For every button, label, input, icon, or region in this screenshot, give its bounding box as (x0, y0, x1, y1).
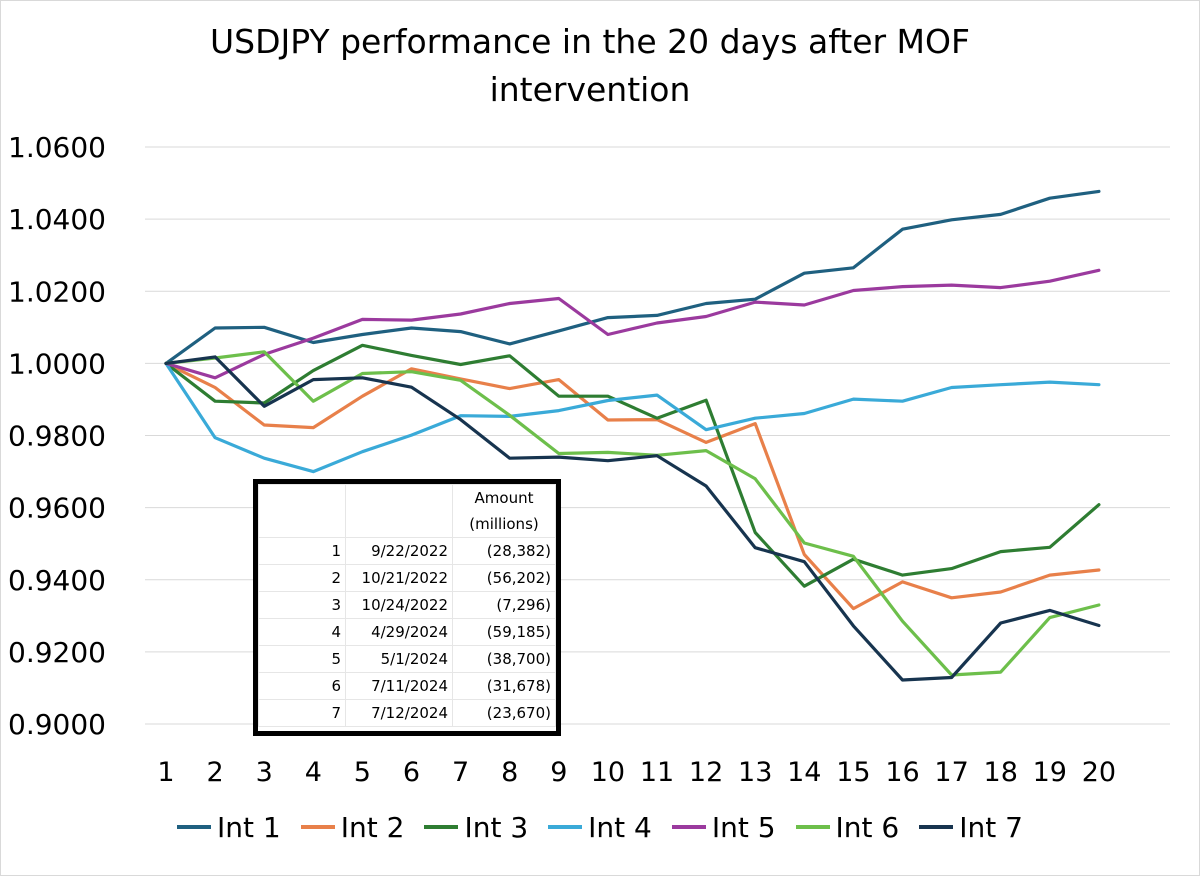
table-cell-index: 1 (258, 537, 346, 565)
x-tick-label: 16 (885, 757, 919, 788)
legend-item-int-6: Int 6 (795, 810, 900, 844)
table-cell-index: 2 (258, 564, 346, 592)
table-cell-amount: (28,382) (452, 537, 556, 565)
table-cell-amount: (56,202) (452, 564, 556, 592)
table-row: 4 4/29/2024 (59,185) (258, 618, 556, 646)
x-tick-label: 9 (550, 757, 567, 788)
x-tick-label: 3 (256, 757, 273, 788)
x-tick-label: 11 (640, 757, 674, 788)
series-line-int-6 (164, 350, 1101, 677)
x-tick-label: 2 (207, 757, 224, 788)
legend-item-int-4: Int 4 (548, 811, 652, 844)
table-cell-amount: (59,185) (452, 618, 556, 646)
x-tick-label: 1 (157, 757, 174, 788)
table-cell-index: 4 (258, 618, 346, 646)
series-line-int-1 (164, 189, 1101, 365)
legend-swatch (177, 825, 212, 829)
legend-label: Int 1 (217, 810, 281, 844)
table-header-cell (345, 484, 453, 538)
legend-item-int-5: Int 5 (671, 810, 776, 844)
table-cell-date: 4/29/2024 (345, 618, 453, 646)
table-cell-index: 7 (258, 699, 346, 727)
y-tick-label: 0.9200 (8, 636, 106, 669)
y-tick-label: 1.0600 (8, 131, 106, 164)
table-row: 3 10/24/2022 (7,296) (258, 591, 556, 619)
legend-label: Int 5 (711, 810, 776, 844)
series-line-int-2 (164, 361, 1101, 611)
legend-swatch (795, 825, 830, 829)
y-tick-label: 0.9600 (8, 492, 106, 525)
table-cell-date: 7/11/2024 (345, 672, 453, 700)
table-cell-date: 10/24/2022 (345, 591, 453, 619)
table-row: 7 7/12/2024 (23,670) (258, 699, 556, 727)
table-cell-index: 5 (258, 645, 346, 673)
legend-label: Int 6 (835, 810, 900, 844)
table-body: 1 9/22/2022 (28,382) 2 10/21/2022 (56,202) 3 10… (258, 537, 556, 727)
legend-item-int-3: Int 3 (424, 811, 528, 844)
legend-label: Int 7 (959, 810, 1023, 844)
table-row: 1 9/22/2022 (28,382) (258, 537, 556, 565)
x-tick-label: 4 (305, 757, 322, 788)
x-tick-label: 8 (501, 757, 518, 788)
y-tick-label: 0.9400 (8, 564, 106, 597)
x-tick-label: 14 (787, 757, 821, 788)
intervention-amount-table: Amount (millions) 1 9/22/2022 (28,382) 2 10/… (253, 479, 561, 736)
legend-label: Int 3 (464, 810, 529, 844)
x-tick-label: 5 (354, 757, 371, 788)
x-tick-label: 12 (689, 757, 723, 788)
legend-swatch (300, 825, 335, 829)
table-cell-date: 10/21/2022 (345, 564, 453, 592)
series-line-int-4 (164, 361, 1101, 474)
y-tick-label: 1.0200 (8, 275, 106, 308)
table-cell-amount: (23,670) (452, 699, 556, 727)
x-tick-label: 10 (591, 757, 625, 788)
table-cell-index: 3 (258, 591, 346, 619)
legend-label: Int 4 (588, 810, 652, 844)
amount-table: Amount (millions) 1 9/22/2022 (28,382) 2 10/… (258, 484, 556, 727)
x-tick-label: 7 (452, 757, 469, 788)
y-axis: 0.9000 0.9200 0.9400 0.9600 0.9800 1.0000 1.02… (8, 131, 106, 741)
x-tick-label: 18 (984, 757, 1018, 788)
legend-swatch (919, 825, 954, 829)
chart-title: USDJPY performance in the 20 days after … (210, 22, 970, 109)
legend-swatch (548, 825, 583, 829)
x-tick-label: 13 (738, 757, 772, 788)
table-cell-index: 6 (258, 672, 346, 700)
table-row: 2 10/21/2022 (56,202) (258, 564, 556, 592)
legend: Int 1 Int 2 Int 3 Int 4 Int 5 Int 6 Int 7 (0, 805, 1200, 849)
legend-item-int-1: Int 1 (177, 811, 281, 844)
x-axis: 1 2 3 4 5 6 7 8 9 10 11 12 13 14 15 16 17 18 19 20 (157, 757, 1116, 788)
x-tick-label: 19 (1033, 757, 1067, 788)
table-header-row: Amount (millions) (258, 484, 556, 538)
table-cell-date: 5/1/2024 (345, 645, 453, 673)
table-row: 6 7/11/2024 (31,678) (258, 672, 556, 700)
legend-swatch (424, 825, 459, 829)
y-tick-label: 1.0400 (8, 203, 106, 236)
x-tick-label: 6 (403, 757, 420, 788)
x-tick-label: 17 (934, 757, 968, 788)
series-line-int-7 (164, 355, 1101, 682)
y-tick-label: 1.0000 (8, 347, 106, 380)
table-cell-amount: (31,678) (452, 672, 556, 700)
table-header-amount: Amount (millions) (452, 484, 556, 538)
table-cell-amount: (7,296) (452, 591, 556, 619)
legend-swatch (671, 825, 706, 829)
legend-item-int-7: Int 7 (919, 811, 1023, 844)
series-line-int-3 (164, 343, 1101, 588)
y-tick-label: 0.9800 (8, 420, 106, 453)
table-cell-amount: (38,700) (452, 645, 556, 673)
x-tick-label: 15 (836, 757, 870, 788)
table-cell-date: 7/12/2024 (345, 699, 453, 727)
legend-item-int-2: Int 2 (300, 810, 405, 844)
legend-label: Int 2 (340, 810, 405, 844)
table-header-cell (258, 484, 346, 538)
x-tick-label: 20 (1082, 757, 1116, 788)
series-line-int-5 (164, 268, 1101, 380)
series-lines (164, 189, 1101, 682)
table-row: 5 5/1/2024 (38,700) (258, 645, 556, 673)
y-tick-label: 0.9000 (8, 708, 106, 741)
table-cell-date: 9/22/2022 (345, 537, 453, 565)
